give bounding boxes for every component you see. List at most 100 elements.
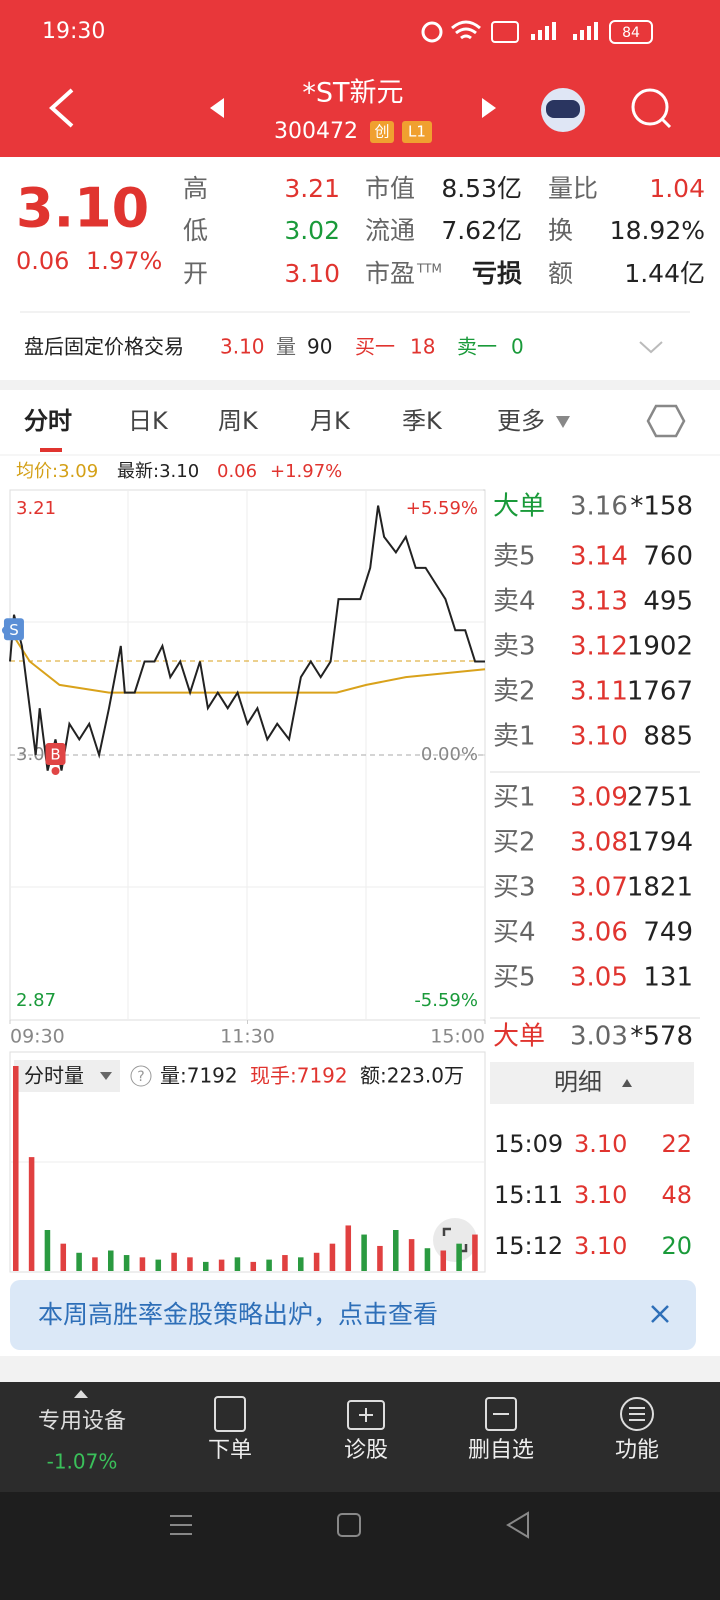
order-price: 3.07 [570, 873, 628, 903]
stat-label: 换 [548, 216, 573, 245]
separator [0, 1356, 720, 1382]
order-volume: 1794 [627, 828, 693, 858]
after-hours-bid: 18 [410, 335, 435, 359]
trade-volume: 48 [661, 1181, 692, 1209]
volume-bar [139, 1257, 146, 1271]
volume-bar [377, 1245, 383, 1271]
stat-label-sup: TTM [416, 262, 442, 276]
latest-change: 0.06 [217, 461, 257, 482]
volume-bar [345, 1225, 352, 1271]
volume-bar [440, 1250, 447, 1271]
order-label: 卖1 [493, 722, 536, 752]
order-volume: *578 [630, 1022, 693, 1052]
volume-bar [171, 1252, 177, 1271]
fullscreen-button[interactable] [433, 1218, 477, 1262]
volume-bar [472, 1234, 478, 1271]
volume-bar [424, 1248, 431, 1271]
detail-label: 明细 [554, 1068, 602, 1096]
x-tick-label: 15:00 [430, 1026, 485, 1048]
menu-key[interactable] [170, 1515, 192, 1535]
nav-item[interactable]: 功能 [615, 1438, 659, 1463]
order-price: 3.13 [570, 587, 628, 617]
stat-value: 3.10 [284, 259, 340, 288]
volume-bar [329, 1243, 336, 1271]
trade-price: 3.10 [574, 1232, 627, 1260]
remove-icon[interactable] [485, 1397, 517, 1431]
volume-bar [393, 1230, 399, 1271]
settings-button[interactable] [646, 404, 686, 438]
avg-line [9, 629, 486, 694]
stat-label: 开 [183, 259, 208, 288]
volume-bar [187, 1257, 193, 1271]
order-price: 3.14 [570, 542, 628, 572]
alarm-icon [421, 21, 443, 43]
volume-bar [44, 1230, 51, 1271]
nav-item[interactable]: 删自选 [468, 1438, 534, 1463]
y-tick-label: 3.21 [16, 498, 56, 519]
nav-item[interactable]: 下单 [208, 1438, 252, 1463]
volume-bar [266, 1259, 272, 1271]
prev-stock[interactable] [210, 98, 224, 118]
stat-value: 1.04 [649, 174, 705, 203]
volume-bar [76, 1252, 82, 1271]
help-icon[interactable] [130, 1065, 152, 1087]
expand-chevron[interactable] [639, 341, 663, 354]
stat-value: 1.44亿 [624, 259, 705, 288]
price-change: 0.06 [16, 247, 69, 275]
signal-icon [531, 22, 598, 40]
banner-bg[interactable] [10, 1280, 696, 1350]
detail-button-bg[interactable] [490, 1062, 694, 1104]
banner-text[interactable]: 本周高胜率金股策略出炉，点击查看 [38, 1300, 438, 1329]
volume-label: 分时量 [24, 1064, 84, 1088]
order-price: 3.08 [570, 828, 628, 858]
order-icon[interactable] [214, 1396, 246, 1432]
y2-tick-label: -5.59% [414, 990, 478, 1011]
volume-bar [123, 1255, 130, 1271]
home-key[interactable] [337, 1513, 361, 1537]
order-label: 买1 [493, 783, 536, 813]
stat-label: 低 [183, 216, 208, 245]
volume-bar [361, 1234, 367, 1271]
sector-change: -1.07% [47, 1450, 118, 1474]
search-button[interactable] [631, 88, 669, 126]
order-volume: 749 [643, 918, 693, 948]
price-change-pct: 1.97% [86, 247, 162, 275]
tab[interactable]: 更多 [497, 407, 545, 435]
back-key[interactable] [506, 1511, 529, 1539]
order-volume: *158 [630, 492, 693, 522]
tab[interactable]: 季K [402, 407, 443, 435]
volume-amount: 额:223.0万 [360, 1064, 464, 1088]
y2-tick-label: 0.00% [421, 744, 478, 765]
function-icon[interactable] [620, 1397, 654, 1431]
trade-volume: 22 [661, 1130, 692, 1158]
bottom-nav-bg [0, 1382, 720, 1492]
nav-item[interactable]: 诊股 [344, 1438, 388, 1463]
volume-selector-bg[interactable] [14, 1060, 120, 1092]
battery-level: 84 [622, 25, 640, 41]
hd-icon [491, 21, 519, 43]
order-price: 3.11 [570, 677, 628, 707]
order-price: 3.09 [570, 783, 628, 813]
order-label: 卖2 [493, 677, 536, 707]
tab[interactable]: 日K [128, 407, 169, 435]
diagnose-icon[interactable] [347, 1400, 385, 1430]
tab[interactable]: 月K [310, 407, 351, 435]
banner-close[interactable] [651, 1305, 669, 1323]
battery-icon [609, 20, 653, 44]
stat-label: 市盈 [365, 259, 415, 288]
volume-bar [13, 1066, 19, 1271]
next-stock[interactable] [482, 98, 496, 118]
stat-value: 18.92% [610, 216, 705, 245]
tab[interactable]: 周K [218, 407, 259, 435]
order-price: 3.05 [570, 963, 628, 993]
back-button[interactable] [49, 88, 74, 128]
stat-value: 亏损 [472, 259, 522, 288]
tab[interactable]: 分时 [24, 407, 72, 435]
order-price: 3.03 [570, 1022, 628, 1052]
y2-tick-label: +5.59% [406, 498, 478, 519]
volume-bar [282, 1255, 288, 1271]
order-price: 3.06 [570, 918, 628, 948]
after-hours-vol-label: 量 [276, 335, 296, 359]
after-hours-bid-label: 买一 [355, 335, 395, 359]
order-volume: 1821 [627, 873, 693, 903]
